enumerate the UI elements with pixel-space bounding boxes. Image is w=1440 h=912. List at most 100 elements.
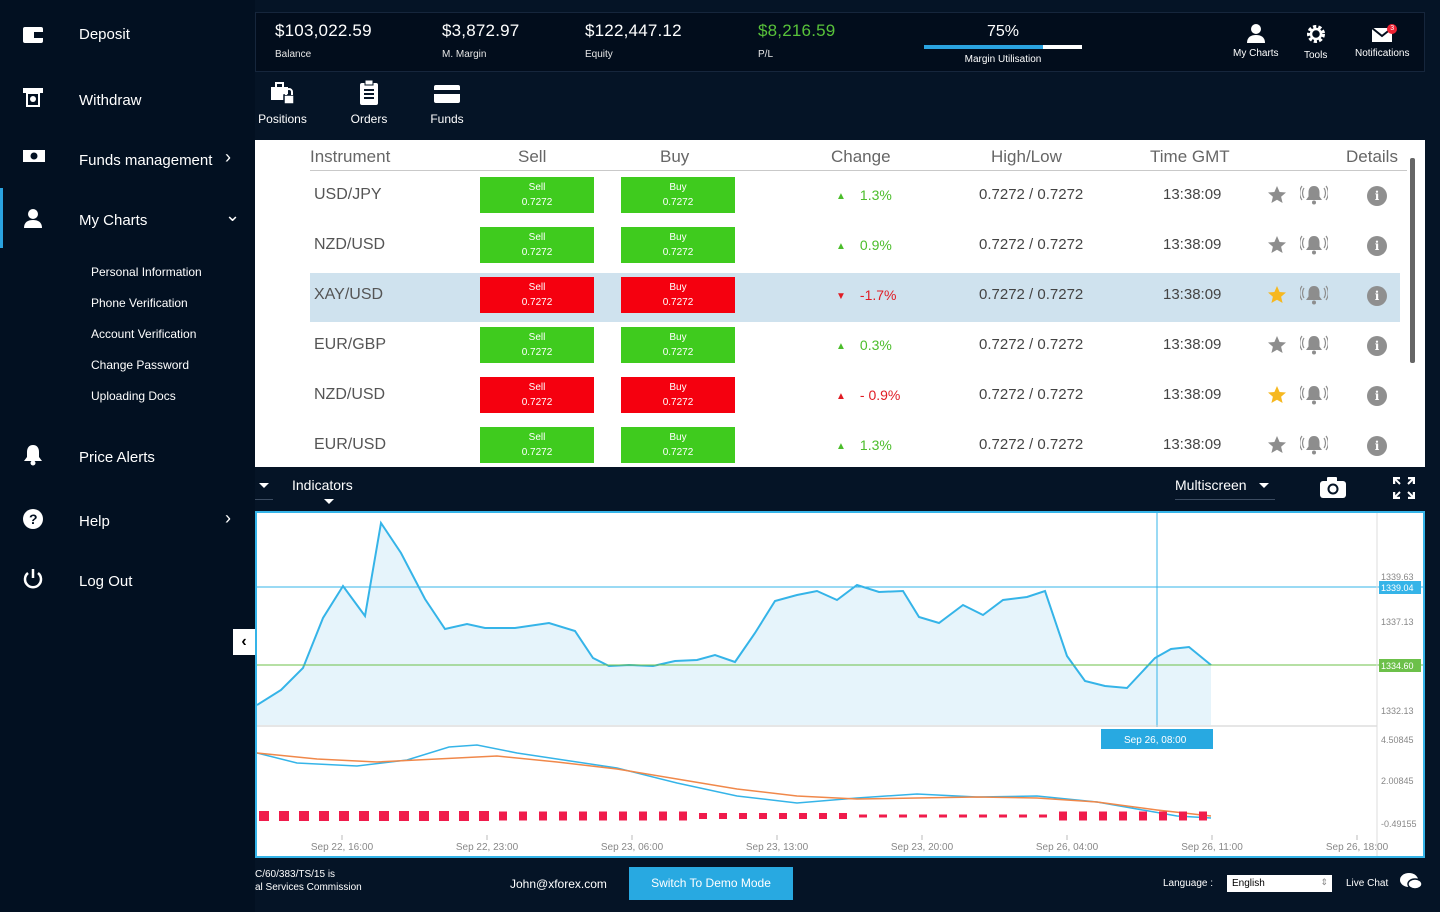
submenu-uploading-docs[interactable]: Uploading Docs bbox=[91, 389, 176, 403]
info-icon[interactable]: i bbox=[1367, 436, 1387, 456]
histogram-bar bbox=[479, 811, 489, 821]
alert-bell-icon[interactable] bbox=[1300, 234, 1328, 256]
sidebar-item-label: My Charts bbox=[79, 212, 148, 229]
submenu-account-verification[interactable]: Account Verification bbox=[91, 327, 197, 341]
sell-button[interactable]: Sell 0.7272 bbox=[480, 427, 594, 463]
fullscreen-icon[interactable] bbox=[1393, 477, 1415, 499]
sell-button[interactable]: Sell 0.7272 bbox=[480, 227, 594, 263]
info-icon[interactable]: i bbox=[1367, 386, 1387, 406]
buy-button[interactable]: Buy 0.7272 bbox=[621, 277, 735, 313]
table-row[interactable]: EUR/USD Sell 0.7272 Buy 0.7272 ▲ 1.3% 0.7272 / … bbox=[310, 423, 1400, 467]
buy-button[interactable]: Buy 0.7272 bbox=[621, 177, 735, 213]
submenu-phone-verification[interactable]: Phone Verification bbox=[91, 296, 188, 310]
alert-bell-icon[interactable] bbox=[1300, 184, 1328, 206]
info-icon[interactable]: i bbox=[1367, 186, 1387, 206]
buy-button[interactable]: Buy 0.7272 bbox=[621, 427, 735, 463]
funds-tab[interactable]: Funds bbox=[429, 80, 465, 126]
histogram-bar bbox=[1039, 814, 1047, 818]
sell-label: Sell bbox=[528, 282, 546, 293]
table-row[interactable]: XAY/USD Sell 0.7272 Buy 0.7272 ▼ -1.7% 0.7272 /… bbox=[310, 273, 1400, 322]
info-icon[interactable]: i bbox=[1367, 286, 1387, 306]
sell-button[interactable]: Sell 0.7272 bbox=[480, 177, 594, 213]
live-chat-label[interactable]: Live Chat bbox=[1346, 878, 1389, 889]
sidebar: Deposit Withdraw Funds management › My C… bbox=[0, 0, 255, 912]
timeframe-dropdown[interactable] bbox=[255, 477, 273, 500]
change-text: 0.3% bbox=[859, 337, 892, 353]
orders-tab[interactable]: Orders bbox=[349, 80, 389, 126]
switch-demo-button[interactable]: Switch To Demo Mode bbox=[629, 867, 793, 900]
sidebar-item-funds-management[interactable]: Funds management › bbox=[0, 128, 255, 188]
sell-button[interactable]: Sell 0.7272 bbox=[480, 377, 594, 413]
my-charts-button[interactable]: My Charts bbox=[1233, 23, 1279, 59]
star-icon[interactable] bbox=[1267, 435, 1287, 455]
histogram-bar bbox=[319, 811, 329, 821]
alert-bell-icon[interactable] bbox=[1300, 384, 1328, 406]
submenu-personal-information[interactable]: Personal Information bbox=[91, 265, 202, 279]
submenu-change-password[interactable]: Change Password bbox=[91, 358, 190, 372]
time-value: 13:38:09 bbox=[1163, 236, 1222, 253]
sidebar-item-price-alerts[interactable]: Price Alerts bbox=[0, 425, 255, 485]
buy-label: Buy bbox=[669, 332, 687, 343]
crosshair-time-tag bbox=[1101, 729, 1213, 749]
table-scrollbar[interactable] bbox=[1410, 158, 1415, 363]
sidebar-item-my-charts[interactable]: My Charts ⌄ bbox=[0, 188, 255, 248]
info-icon[interactable]: i bbox=[1367, 236, 1387, 256]
change-text: 1.3% bbox=[859, 437, 892, 453]
sidebar-item-label: Log Out bbox=[79, 573, 133, 590]
chart-canvas[interactable]: 1339.63 1339.04 1337.13 1334.60 1332.13 … bbox=[256, 513, 1423, 856]
sell-price: 0.7272 bbox=[521, 347, 553, 358]
language-select[interactable]: English bbox=[1227, 875, 1332, 892]
chevron-left-icon: ‹ bbox=[241, 633, 247, 650]
star-icon[interactable] bbox=[1267, 285, 1287, 305]
table-row[interactable]: USD/JPY Sell 0.7272 Buy 0.7272 ▲ 1.3% 0.7272 / … bbox=[310, 173, 1400, 222]
col-sell: Sell bbox=[518, 147, 547, 166]
orders-label: Orders bbox=[350, 112, 388, 126]
buy-price: 0.7272 bbox=[662, 247, 694, 258]
alert-bell-icon[interactable] bbox=[1300, 434, 1328, 456]
info-icon[interactable]: i bbox=[1367, 336, 1387, 356]
gear-icon bbox=[1306, 25, 1325, 43]
triangle-down-icon: ▼ bbox=[836, 291, 846, 302]
chat-icon[interactable] bbox=[1399, 872, 1423, 892]
sell-button[interactable]: Sell 0.7272 bbox=[480, 277, 594, 313]
histogram-bar bbox=[899, 814, 907, 818]
sidebar-collapse-button[interactable]: ‹ bbox=[233, 629, 255, 655]
col-buy: Buy bbox=[660, 147, 690, 166]
sidebar-item-log-out[interactable]: Log Out bbox=[0, 549, 255, 609]
positions-tab[interactable]: Positions bbox=[255, 80, 310, 126]
buy-button[interactable]: Buy 0.7272 bbox=[621, 327, 735, 363]
camera-icon[interactable] bbox=[1319, 477, 1347, 499]
buy-button[interactable]: Buy 0.7272 bbox=[621, 227, 735, 263]
histogram-bar bbox=[819, 813, 827, 819]
funds-label: Funds bbox=[430, 112, 464, 126]
table-row[interactable]: NZD/USD Sell 0.7272 Buy 0.7272 ▲ - 0.9% 0.7272 … bbox=[310, 373, 1400, 422]
star-icon[interactable] bbox=[1267, 385, 1287, 405]
alert-bell-icon[interactable] bbox=[1300, 284, 1328, 306]
price-chart[interactable]: 1339.63 1339.04 1337.13 1334.60 1332.13 … bbox=[255, 511, 1425, 858]
instrument-name: XAY/USD bbox=[314, 286, 384, 303]
multiscreen-dropdown[interactable]: Multiscreen bbox=[1175, 477, 1275, 500]
notifications-button[interactable]: 3 Notifications bbox=[1355, 23, 1409, 59]
sidebar-item-deposit[interactable]: Deposit bbox=[0, 7, 255, 67]
tools-button[interactable]: Tools bbox=[1304, 23, 1327, 61]
histogram-bar bbox=[779, 813, 787, 819]
table-row[interactable]: NZD/USD Sell 0.7272 Buy 0.7272 ▲ 0.9% 0.7272 / … bbox=[310, 223, 1400, 272]
buy-button[interactable]: Buy 0.7272 bbox=[621, 377, 735, 413]
regulatory-line-1: C/60/383/TS/15 is bbox=[255, 869, 336, 880]
col-instrument: Instrument bbox=[310, 147, 391, 166]
alert-bell-icon[interactable] bbox=[1300, 334, 1328, 356]
star-icon[interactable] bbox=[1267, 185, 1287, 205]
sidebar-item-withdraw[interactable]: Withdraw bbox=[0, 68, 255, 128]
star-icon[interactable] bbox=[1267, 235, 1287, 255]
margin-label: M. Margin bbox=[442, 49, 487, 60]
crosshair-time-text: Sep 26, 08:00 bbox=[1124, 735, 1187, 746]
sidebar-item-help[interactable]: ? Help › bbox=[0, 489, 255, 549]
sell-button[interactable]: Sell 0.7272 bbox=[480, 327, 594, 363]
table-row[interactable]: EUR/GBP Sell 0.7272 Buy 0.7272 ▲ 0.3% 0.7272 / … bbox=[310, 323, 1400, 372]
buy-label: Buy bbox=[669, 382, 687, 393]
equity-stat: $122,447.12 Equity bbox=[585, 21, 682, 60]
notification-badge: 3 bbox=[1387, 24, 1398, 34]
histogram-bar bbox=[939, 814, 947, 818]
histogram-bar bbox=[639, 811, 647, 821]
star-icon[interactable] bbox=[1267, 335, 1287, 355]
